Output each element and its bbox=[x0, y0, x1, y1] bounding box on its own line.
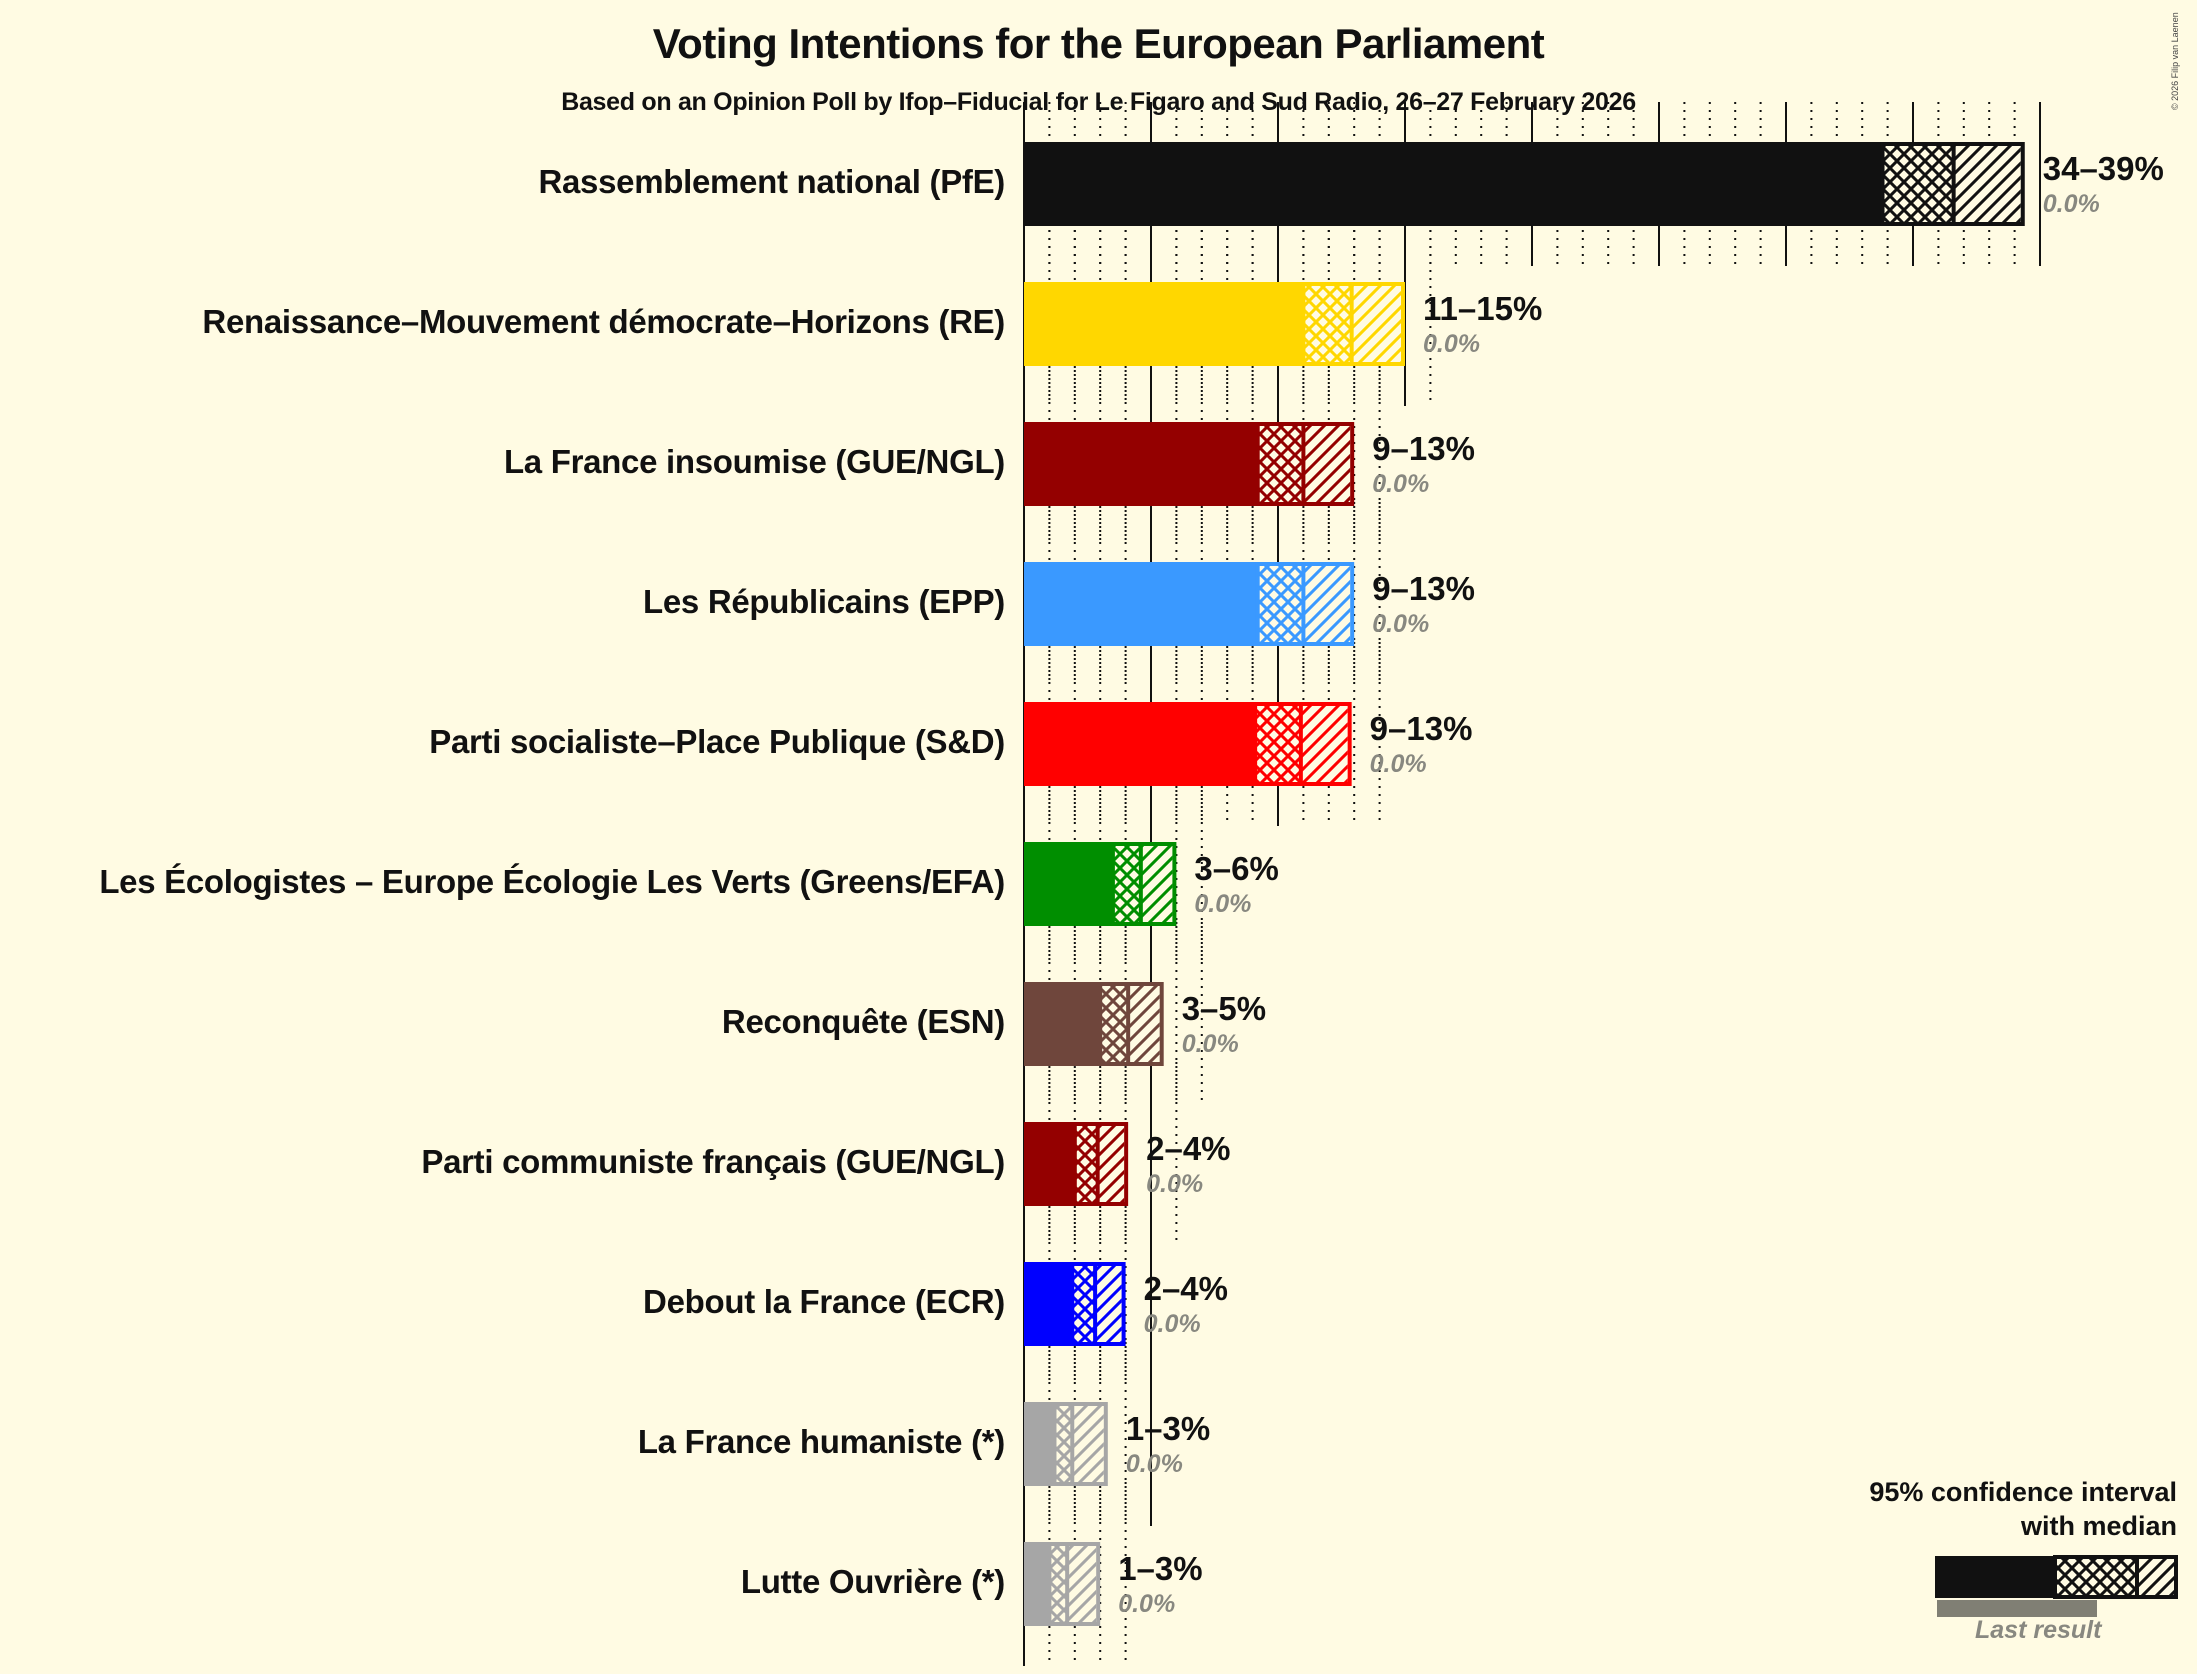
party-label: Parti communiste français (GUE/NGL) bbox=[421, 1143, 1005, 1180]
legend-last-result-bar bbox=[1937, 1600, 2097, 1617]
bar-group bbox=[1024, 282, 1406, 366]
party-label: Rassemblement national (PfE) bbox=[538, 163, 1005, 200]
party-label: Reconquête (ESN) bbox=[721, 1003, 1005, 1040]
bar-solid bbox=[1024, 982, 1101, 1066]
ci-lower-crosshatch bbox=[1255, 706, 1301, 782]
ci-lower-crosshatch bbox=[1303, 286, 1352, 362]
ci-outline bbox=[1072, 1122, 1129, 1206]
ci-range-label: 1–3% bbox=[1118, 1550, 1203, 1587]
ci-lower-crosshatch bbox=[1100, 986, 1129, 1062]
ci-outline bbox=[1110, 842, 1177, 926]
last-result-label: 0.0% bbox=[1146, 1170, 1204, 1198]
ci-range-label: 34–39% bbox=[2042, 150, 2164, 187]
bar-solid bbox=[1024, 1122, 1075, 1206]
ci-lower-crosshatch bbox=[1072, 1266, 1096, 1342]
ci-lower-crosshatch bbox=[1074, 1126, 1098, 1202]
ci-upper-hatch bbox=[1095, 1266, 1122, 1342]
last-result-label: 0.0% bbox=[1181, 1030, 1239, 1058]
ci-upper-hatch bbox=[1128, 986, 1160, 1062]
ci-outline bbox=[1098, 982, 1164, 1066]
ci-range-label: 3–5% bbox=[1181, 990, 1267, 1027]
legend-title: 95% confidence interval with median bbox=[1869, 1475, 2177, 1543]
ci-lower-crosshatch bbox=[1257, 566, 1304, 642]
ci-outline bbox=[1070, 1262, 1126, 1346]
legend-crosshatch bbox=[2057, 1559, 2137, 1595]
bar-solid bbox=[1024, 142, 1883, 226]
legend-graphic bbox=[1935, 1555, 2178, 1617]
bar-group bbox=[1024, 562, 1355, 646]
party-label: Debout la France (ECR) bbox=[643, 1283, 1005, 1320]
bar-group bbox=[1024, 842, 1177, 926]
ci-upper-hatch bbox=[1067, 1546, 1097, 1622]
last-result-label: 0.0% bbox=[1372, 470, 1430, 498]
ci-lower-crosshatch bbox=[1257, 426, 1304, 502]
party-label: Parti socialiste–Place Publique (S&D) bbox=[429, 723, 1005, 760]
legend-title-line2: with median bbox=[2020, 1511, 2177, 1541]
chart-title: Voting Intentions for the European Parli… bbox=[652, 20, 1545, 67]
ci-upper-hatch bbox=[1072, 1406, 1104, 1482]
bar-group bbox=[1024, 422, 1355, 506]
bar-group bbox=[1024, 702, 1352, 786]
bar-solid bbox=[1024, 842, 1113, 926]
ci-range-label: 3–6% bbox=[1194, 850, 1279, 887]
bar-group bbox=[1024, 982, 1164, 1066]
party-label: Les Écologistes – Europe Écologie Les Ve… bbox=[99, 863, 1005, 900]
bar-group bbox=[1024, 1542, 1101, 1626]
last-result-label: 0.0% bbox=[1194, 890, 1252, 918]
last-result-label: 0.0% bbox=[1118, 1590, 1176, 1618]
party-label: La France insoumise (GUE/NGL) bbox=[503, 443, 1005, 480]
legend-solid bbox=[1935, 1556, 2057, 1598]
bar-group bbox=[1024, 1402, 1108, 1486]
party-label: Les Républicains (EPP) bbox=[643, 583, 1005, 620]
ci-lower-crosshatch bbox=[1049, 1546, 1068, 1622]
bars bbox=[1024, 142, 2025, 1626]
last-result-label: 0.0% bbox=[1125, 1450, 1183, 1478]
ci-range-label: 1–3% bbox=[1125, 1410, 1211, 1447]
last-result-label: 0.0% bbox=[1369, 750, 1427, 778]
ci-outline bbox=[1047, 1542, 1101, 1626]
last-result-label: 0.0% bbox=[1423, 330, 1480, 358]
bar-solid bbox=[1024, 702, 1256, 786]
ci-range-label: 9–13% bbox=[1372, 430, 1475, 467]
ci-upper-hatch bbox=[1140, 846, 1173, 922]
last-result-label: 0.0% bbox=[2042, 190, 2100, 218]
ci-upper-hatch bbox=[1303, 426, 1351, 502]
bar-group bbox=[1024, 142, 2025, 226]
bar-solid bbox=[1024, 422, 1258, 506]
legend-hatch bbox=[2137, 1559, 2175, 1595]
legend-title-line1: 95% confidence interval bbox=[1869, 1477, 2177, 1507]
ci-upper-hatch bbox=[1303, 566, 1351, 642]
ci-lower-crosshatch bbox=[1112, 846, 1141, 922]
ci-lower-crosshatch bbox=[1054, 1406, 1073, 1482]
chart-subtitle: Based on an Opinion Poll by Ifop–Fiducia… bbox=[561, 88, 1636, 116]
bar-solid bbox=[1024, 1542, 1050, 1626]
ci-upper-hatch bbox=[1097, 1126, 1125, 1202]
ci-upper-hatch bbox=[1300, 706, 1348, 782]
ci-outline bbox=[1052, 1402, 1108, 1486]
last-result-label: 0.0% bbox=[1372, 610, 1430, 638]
bar-solid bbox=[1024, 1402, 1055, 1486]
bar-group bbox=[1024, 1262, 1126, 1346]
bar-solid bbox=[1024, 562, 1258, 646]
party-label: Lutte Ouvrière (*) bbox=[740, 1563, 1005, 1600]
party-label: La France humaniste (*) bbox=[637, 1423, 1005, 1460]
party-label: Renaissance–Mouvement démocrate–Horizons… bbox=[202, 303, 1005, 340]
bar-solid bbox=[1024, 1262, 1073, 1346]
ci-range-label: 2–4% bbox=[1146, 1130, 1231, 1167]
ci-range-label: 9–13% bbox=[1369, 710, 1473, 747]
ci-range-label: 2–4% bbox=[1143, 1270, 1228, 1307]
ci-range-label: 11–15% bbox=[1423, 290, 1543, 327]
legend-last-result-label: Last result bbox=[1975, 1616, 2102, 1644]
ci-lower-crosshatch bbox=[1882, 146, 1954, 222]
bar-solid bbox=[1024, 282, 1304, 366]
ci-upper-hatch bbox=[1351, 286, 1401, 362]
ci-upper-hatch bbox=[1953, 146, 2021, 222]
ci-range-label: 9–13% bbox=[1372, 570, 1475, 607]
bar-group bbox=[1024, 1122, 1129, 1206]
last-result-label: 0.0% bbox=[1143, 1310, 1201, 1338]
gridlines bbox=[1023, 102, 2041, 1666]
